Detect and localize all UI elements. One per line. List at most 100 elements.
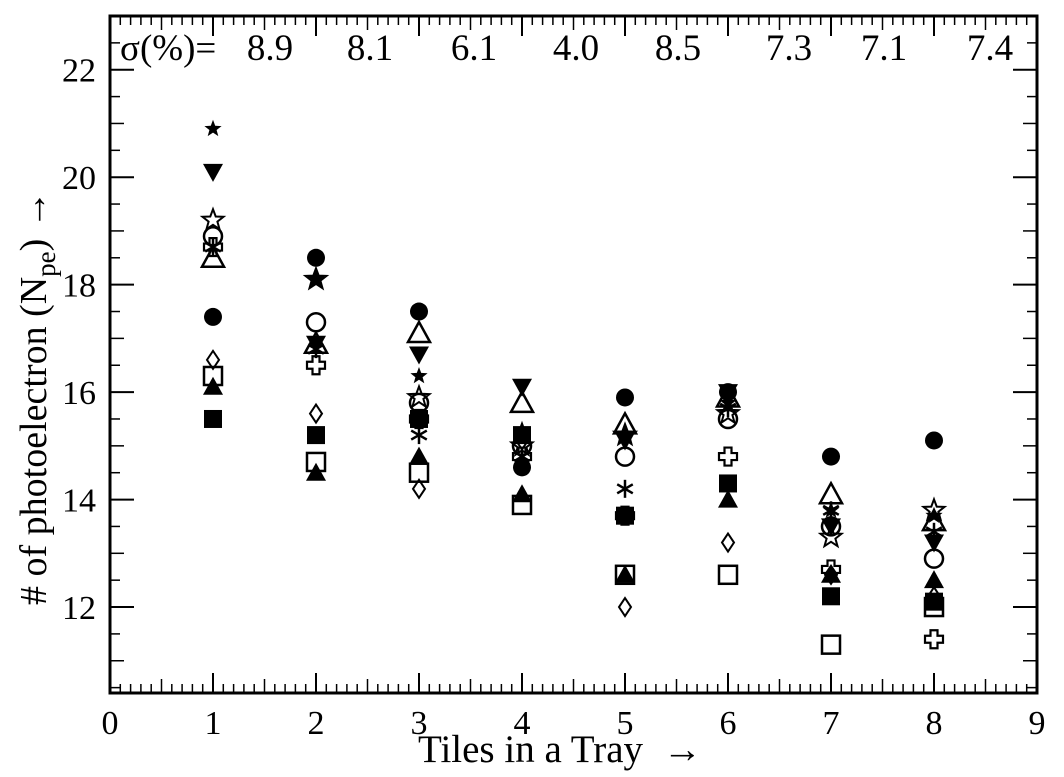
open-circle-marker [305, 312, 327, 333]
sigma-value: 8.9 [247, 28, 293, 69]
x-tick-label: 0 [102, 705, 119, 742]
open-cross-marker [511, 446, 533, 467]
series-filled-inverted-triangle [203, 163, 944, 553]
filled-inverted-triangle-marker [512, 378, 532, 397]
filled-triangle-marker [409, 446, 429, 465]
open-star-marker [199, 206, 227, 232]
filled-square-marker [513, 426, 531, 445]
filled-triangle-marker [306, 462, 326, 481]
open-diamond-marker [411, 478, 427, 500]
x-tick-label: 7 [823, 705, 840, 742]
plot-frame [108, 14, 1039, 695]
y-tick-label: 18 [62, 268, 96, 305]
open-diamond-marker [205, 349, 221, 371]
series-open-triangle [199, 244, 948, 532]
sigma-value: 8.5 [655, 28, 701, 69]
filled-inverted-triangle-marker [409, 346, 429, 365]
open-square-marker [820, 634, 842, 655]
x-tick-label: 9 [1029, 705, 1046, 742]
asterisk-marker [410, 426, 428, 445]
asterisk-marker [204, 238, 222, 257]
filled-triangle-marker [718, 489, 738, 508]
x-tick-label: 1 [205, 705, 222, 742]
sigma-values-row: σ(%)= 8.9 8.1 6.1 4.0 8.5 7.3 7.1 7.4 [120, 28, 1013, 69]
open-star-marker [611, 421, 639, 447]
filled-star-marker [204, 119, 222, 137]
open-star-marker [817, 523, 845, 549]
filled-star-marker [307, 270, 325, 287]
open-triangle-marker [199, 244, 227, 269]
y-axis-label: # of photoelectron (Npe)→ [13, 191, 61, 605]
open-square-marker [717, 564, 739, 586]
filled-square-marker [616, 506, 634, 525]
filled-square-marker [307, 426, 325, 445]
x-tick-labels: 0 1 2 3 4 5 6 7 8 9 [102, 705, 1046, 742]
filled-triangle-marker [512, 484, 532, 503]
open-star-marker [405, 383, 433, 409]
filled-triangle-marker [924, 570, 944, 589]
x-tick-label: 6 [720, 705, 737, 742]
y-tick-labels: 12 14 16 18 20 22 [62, 53, 96, 627]
filled-triangle-marker [821, 564, 841, 583]
filled-circle-marker [925, 431, 943, 450]
asterisk-marker [822, 501, 840, 520]
x-tick-label: 5 [617, 705, 634, 742]
open-triangle-marker [508, 389, 536, 414]
asterisk-marker [307, 340, 325, 359]
filled-triangle-marker [203, 376, 223, 395]
filled-circle-marker [307, 248, 325, 267]
asterisk-marker [925, 522, 943, 541]
x-tick-label: 4 [514, 705, 531, 742]
open-triangle-marker [817, 480, 845, 505]
sigma-value: 7.3 [766, 28, 812, 69]
open-diamond-marker [617, 596, 633, 618]
filled-circle-marker [616, 388, 634, 407]
y-tick-label: 20 [62, 160, 96, 197]
series-filled-triangle [203, 376, 944, 589]
sigma-value: 6.1 [451, 28, 497, 69]
open-cross-marker [202, 236, 224, 258]
filled-inverted-triangle-marker [203, 163, 223, 182]
y-tick-label: 22 [62, 53, 96, 90]
sigma-value: 7.1 [861, 28, 907, 69]
filled-circle-marker [822, 447, 840, 466]
open-circle-marker [923, 548, 945, 569]
sigma-prefix: σ(%)= [120, 28, 216, 69]
asterisk-marker [719, 399, 737, 418]
filled-square-marker [410, 409, 428, 428]
series-filled-square [204, 409, 943, 611]
open-diamond-marker [720, 531, 736, 554]
filled-star-marker [410, 367, 428, 384]
x-tick-label: 2 [308, 705, 325, 742]
filled-square-marker [204, 409, 222, 428]
sigma-value: 8.1 [347, 28, 393, 69]
data-points [199, 119, 948, 655]
filled-square-marker [925, 592, 943, 611]
open-triangle-marker [405, 319, 433, 344]
open-cross-marker [923, 629, 945, 650]
sigma-value: 4.0 [553, 28, 599, 69]
open-cross-marker [305, 355, 327, 376]
open-diamond-marker [308, 402, 324, 425]
y-tick-label: 14 [62, 483, 96, 520]
x-axis-label: Tiles in a Tray → [418, 728, 702, 771]
axis-ticks [109, 16, 1038, 693]
sigma-value: 7.4 [967, 28, 1013, 69]
x-tick-label: 3 [411, 705, 428, 742]
filled-circle-marker [410, 302, 428, 321]
open-circle-marker [614, 446, 636, 467]
open-star-marker [920, 496, 948, 522]
filled-inverted-triangle-marker [924, 534, 944, 553]
open-diamond-marker [823, 563, 839, 586]
filled-square-marker [822, 587, 840, 606]
x-tick-label: 8 [926, 705, 943, 742]
asterisk-marker [616, 479, 634, 498]
filled-triangle-marker [615, 564, 635, 583]
open-triangle-marker [611, 410, 639, 435]
open-star-marker [714, 399, 742, 425]
filled-circle-marker [204, 307, 222, 326]
filled-square-marker [719, 474, 737, 493]
open-star-marker [302, 265, 330, 291]
open-cross-marker [717, 446, 739, 467]
